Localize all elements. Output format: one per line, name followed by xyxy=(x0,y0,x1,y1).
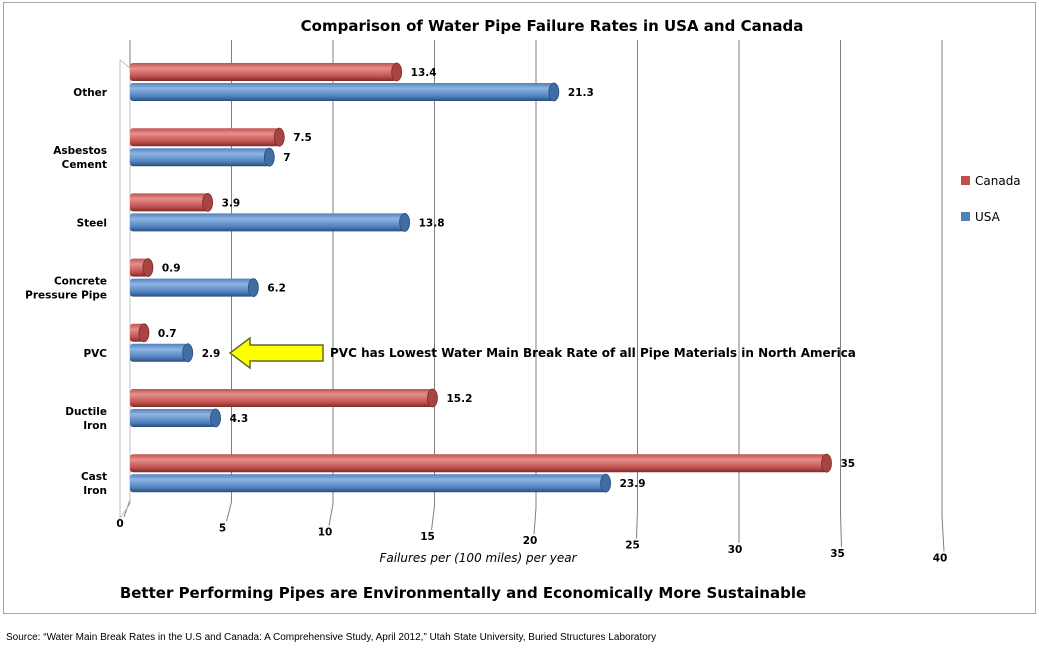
floor-gridline xyxy=(533,507,537,535)
chart-subtitle: Better Performing Pipes are Environmenta… xyxy=(120,584,806,602)
bar-cap-canada xyxy=(273,127,285,147)
bar-cap-usa xyxy=(247,278,259,298)
category-label: Ductile xyxy=(65,406,107,418)
annotation-text: PVC has Lowest Water Main Break Rate of … xyxy=(330,346,856,360)
value-label: 0.9 xyxy=(162,263,181,275)
value-label: 23.9 xyxy=(620,478,646,490)
bar-usa xyxy=(130,278,254,297)
bar-canada xyxy=(130,454,827,473)
value-label: 2.9 xyxy=(202,348,221,360)
value-label: 13.4 xyxy=(411,67,437,79)
x-axis-label: Failures per (100 miles) per year xyxy=(379,551,577,565)
x-tick-label: 30 xyxy=(728,544,743,556)
left-wall xyxy=(119,58,131,520)
x-tick-label: 20 xyxy=(523,535,538,547)
bar-cap-usa xyxy=(548,82,560,102)
value-label: 6.2 xyxy=(267,283,286,295)
bar-usa xyxy=(130,213,405,232)
category-label: Asbestos xyxy=(53,145,107,157)
bar-cap-usa xyxy=(210,408,221,428)
x-tick-label: 5 xyxy=(219,522,226,534)
bar-canada xyxy=(130,389,433,407)
bar-canada xyxy=(130,128,280,147)
bar-cap-canada xyxy=(138,323,150,343)
category-label: PVC xyxy=(83,348,107,360)
category-label: Cement xyxy=(62,159,107,171)
floor-gridline xyxy=(636,509,638,539)
chart-svg: Comparison of Water Pipe Failure Rates i… xyxy=(25,17,1021,602)
x-tick-label: 10 xyxy=(318,527,333,539)
legend-label-canada: Canada xyxy=(975,174,1021,188)
x-tick-label: 0 xyxy=(116,518,123,530)
category-label: Concrete xyxy=(54,276,107,288)
value-label: 0.7 xyxy=(158,328,177,340)
bar-usa xyxy=(130,474,606,493)
annotation-arrow xyxy=(228,336,324,370)
x-tick-label: 25 xyxy=(625,540,640,552)
bar-canada xyxy=(130,63,397,81)
bar-usa xyxy=(130,83,554,101)
category-label: Cast xyxy=(81,471,107,483)
bar-cap-usa xyxy=(263,147,275,167)
category-label: Iron xyxy=(83,485,107,497)
bar-cap-usa xyxy=(399,212,411,232)
bar-usa xyxy=(130,409,216,427)
x-tick-label: 15 xyxy=(420,531,435,543)
value-label: 13.8 xyxy=(419,217,445,229)
value-label: 15.2 xyxy=(446,393,472,405)
floor-gridline xyxy=(328,503,334,526)
x-tick-label: 40 xyxy=(933,552,948,564)
floor-gridline xyxy=(941,515,945,552)
value-label: 4.3 xyxy=(230,413,249,425)
bar-cap-canada xyxy=(202,192,214,212)
legend-swatch-canada xyxy=(961,176,970,185)
bar-cap-canada xyxy=(391,62,403,82)
legend-swatch-usa xyxy=(961,212,970,221)
bar-canada xyxy=(130,193,208,212)
floor-gridline xyxy=(226,501,232,522)
bar-usa xyxy=(130,343,188,362)
legend-label-usa: USA xyxy=(975,210,1001,224)
bar-cap-canada xyxy=(427,388,438,408)
value-label: 7.5 xyxy=(293,132,312,144)
chart-title: Comparison of Water Pipe Failure Rates i… xyxy=(301,17,804,35)
bar-cap-canada xyxy=(821,453,832,473)
floor-gridline xyxy=(431,505,435,530)
category-label: Steel xyxy=(77,217,107,229)
bar-cap-usa xyxy=(600,473,612,493)
floor-gridline xyxy=(840,513,842,548)
value-label: 35 xyxy=(841,458,856,470)
value-label: 3.9 xyxy=(222,197,241,209)
value-label: 21.3 xyxy=(568,87,594,99)
category-label: Other xyxy=(73,87,108,99)
category-label: Pressure Pipe xyxy=(25,290,107,302)
value-label: 7 xyxy=(283,152,290,164)
bar-usa xyxy=(130,148,270,167)
source-caption: Source: “Water Main Break Rates in the U… xyxy=(6,632,657,643)
category-label: Iron xyxy=(83,420,107,432)
bar-cap-usa xyxy=(182,343,194,363)
bar-cap-canada xyxy=(142,258,154,278)
x-tick-label: 35 xyxy=(830,548,845,560)
chart-frame xyxy=(3,2,1036,614)
